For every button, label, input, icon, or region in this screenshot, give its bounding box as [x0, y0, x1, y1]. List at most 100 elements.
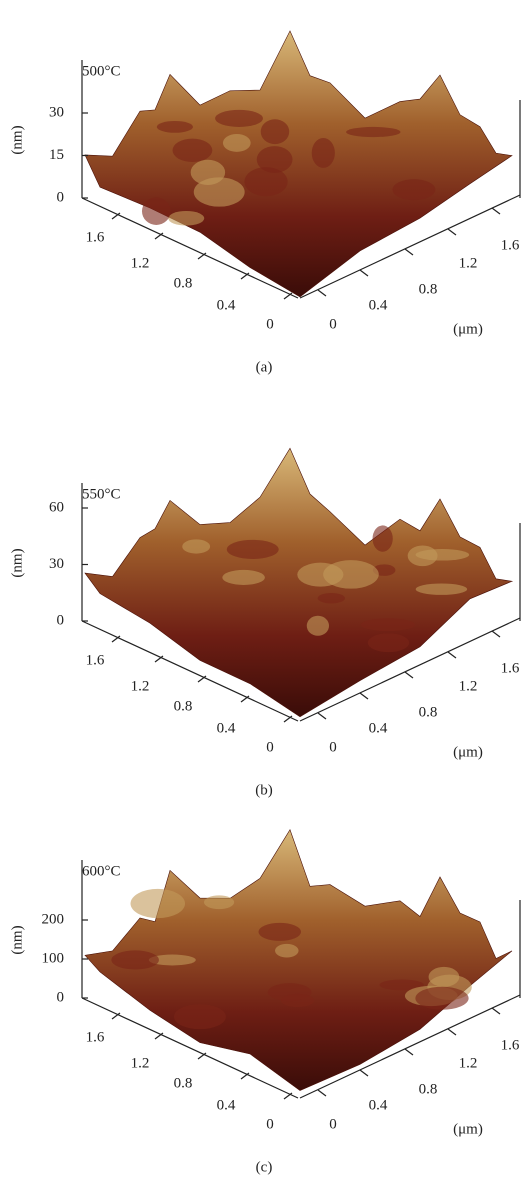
surface-bump [111, 950, 159, 969]
x-tick-label: 0 [266, 316, 274, 332]
surface-bump [131, 889, 186, 918]
surface-bump [275, 944, 299, 958]
y-tick [448, 1029, 456, 1035]
surface-bump [174, 1004, 226, 1029]
z-tick-label: 0 [57, 612, 65, 628]
x-tick-label: 1.6 [86, 1029, 105, 1045]
z-tick-label: 15 [49, 147, 64, 163]
x-tick-label: 0.8 [174, 698, 193, 714]
surface-bump [222, 570, 265, 585]
surface-bump [215, 110, 263, 127]
surface-bump [318, 593, 345, 604]
surface-bump [261, 119, 290, 144]
y-tick [405, 249, 413, 255]
y-tick [318, 713, 326, 719]
x-tick-label: 0.4 [217, 720, 236, 736]
x-tick-label: 1.2 [131, 678, 150, 694]
unit-label: (μm) [453, 1121, 483, 1137]
surface-bump [415, 987, 468, 1010]
y-tick-label: 0.8 [419, 281, 438, 297]
temperature-label: 600°C [82, 863, 121, 879]
y-tick-label: 0 [329, 316, 337, 332]
surface [85, 448, 512, 716]
y-tick [360, 1070, 368, 1076]
surface-bump [227, 540, 279, 559]
z-tick-label: 200 [42, 911, 65, 927]
panel-caption: (c) [256, 1159, 273, 1175]
unit-label: (μm) [453, 744, 483, 760]
y-tick-label: 1.6 [501, 660, 520, 676]
surface-bump [281, 994, 314, 1007]
z-tick-label: 100 [42, 950, 65, 966]
surface-bump [258, 923, 301, 941]
z-axis-label: (nm) [9, 125, 25, 154]
y-tick [448, 652, 456, 658]
surface-bump [204, 895, 234, 909]
unit-label: (μm) [453, 321, 483, 337]
x-tick-label: 0.4 [217, 297, 236, 313]
surface-bump [416, 584, 467, 595]
panel-caption: (b) [255, 782, 273, 798]
temperature-label: 550°C [82, 486, 121, 502]
surface-bump [346, 127, 400, 137]
surface-bump [323, 560, 379, 588]
panel-caption: (a) [256, 359, 273, 375]
x-tick-label: 0 [266, 739, 274, 755]
y-tick [360, 270, 368, 276]
y-tick-label: 1.6 [501, 1037, 520, 1053]
y-tick [492, 208, 500, 214]
y-tick [405, 1049, 413, 1055]
z-tick-label: 0 [57, 189, 65, 205]
surface-bump [173, 139, 213, 162]
y-tick [492, 631, 500, 637]
surface-bump [373, 525, 393, 551]
y-tick-label: 1.6 [501, 237, 520, 253]
surface-bump [182, 539, 210, 553]
y-tick-label: 1.2 [459, 255, 478, 271]
surface-bump [157, 121, 193, 133]
surface-bump [168, 211, 204, 226]
y-tick [492, 1008, 500, 1014]
panel: 0 30 60 (nm) 550°C 1.6 1.2 0.8 0.4 0 0 0.4 0.8 1.2 1.6… [9, 448, 520, 798]
x-tick-label: 0.8 [174, 275, 193, 291]
surface-bump [307, 616, 329, 636]
z-tick-label: 0 [57, 989, 65, 1005]
x-tick-label: 0.8 [174, 1075, 193, 1091]
z-tick-label: 30 [49, 104, 64, 120]
z-axis-label: (nm) [9, 548, 25, 577]
surface-bump [257, 146, 293, 173]
y-tick-label: 0 [329, 1116, 337, 1132]
surface-bump [223, 134, 251, 152]
surface-bump [194, 177, 245, 206]
x-tick-label: 0 [266, 1116, 274, 1132]
z-axis-label: (nm) [9, 925, 25, 954]
y-tick-label: 0.8 [419, 704, 438, 720]
panel: 0 15 30 (nm) 500°C 1.6 1.2 0.8 0.4 0 0 0.4 0.8 1.2 1.6… [9, 31, 520, 376]
y-tick-label: 1.2 [459, 678, 478, 694]
surface-bump [429, 967, 460, 987]
temperature-label: 500°C [82, 63, 121, 79]
surface-bump [142, 197, 171, 225]
surface-bump [368, 633, 409, 652]
x-tick-label: 1.2 [131, 255, 150, 271]
surface-bump [408, 545, 438, 566]
y-tick [318, 290, 326, 296]
y-tick-label: 0.4 [369, 720, 388, 736]
x-tick-label: 1.6 [86, 652, 105, 668]
x-tick-label: 1.2 [131, 1055, 150, 1071]
surface-bump [392, 179, 435, 200]
y-tick-label: 1.2 [459, 1055, 478, 1071]
y-tick-label: 0 [329, 739, 337, 755]
figure: 0 15 30 (nm) 500°C 1.6 1.2 0.8 0.4 0 0 0.4 0.8 1.2 1.6… [0, 0, 528, 1187]
y-tick [318, 1090, 326, 1096]
y-tick-label: 0.4 [369, 1097, 388, 1113]
z-tick-label: 60 [49, 499, 64, 515]
z-tick-label: 30 [49, 556, 64, 572]
y-tick [405, 672, 413, 678]
surface-bump [312, 138, 335, 168]
x-tick-label: 0.4 [217, 1097, 236, 1113]
y-tick [448, 229, 456, 235]
x-tick-label: 1.6 [86, 229, 105, 245]
surface-bump [361, 618, 415, 631]
y-tick-label: 0.4 [369, 297, 388, 313]
